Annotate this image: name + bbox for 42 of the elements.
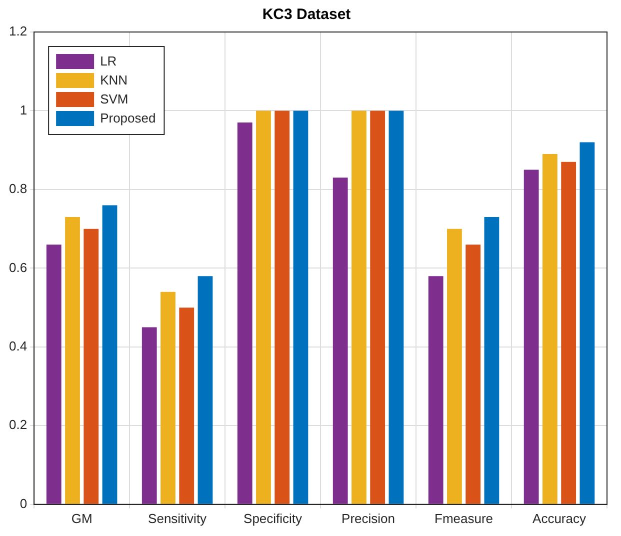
x-tick-label: Specificity bbox=[244, 510, 303, 526]
bar bbox=[428, 276, 444, 504]
bar bbox=[524, 170, 539, 504]
bar bbox=[46, 244, 62, 504]
bar bbox=[484, 217, 500, 504]
bar bbox=[160, 292, 176, 504]
bar bbox=[352, 110, 366, 504]
bar bbox=[332, 178, 348, 504]
y-tick-label: 0.6 bbox=[8, 260, 28, 275]
bar bbox=[580, 142, 595, 504]
bar bbox=[237, 122, 252, 504]
y-tick-label: 0 bbox=[20, 496, 28, 511]
x-tick-label: GM bbox=[71, 510, 92, 526]
bar bbox=[198, 276, 213, 504]
bar bbox=[293, 110, 308, 504]
bar bbox=[466, 244, 481, 504]
y-tick-label: 1.2 bbox=[8, 24, 28, 39]
x-tick-label: Fmeasure bbox=[434, 510, 494, 526]
bar bbox=[370, 110, 386, 504]
bar bbox=[142, 327, 157, 504]
legend-label: LR bbox=[100, 54, 117, 69]
bar bbox=[102, 205, 118, 504]
x-tick-label: Sensitivity bbox=[148, 510, 208, 526]
x-tick-label: Precision bbox=[342, 510, 396, 526]
y-tick-label: 0.2 bbox=[8, 417, 28, 432]
chart-title: KC3 Dataset bbox=[262, 6, 351, 24]
y-tick-label: 0.4 bbox=[8, 338, 28, 354]
bar bbox=[388, 110, 404, 504]
x-tick-label: Accuracy bbox=[532, 510, 586, 526]
bar bbox=[179, 308, 194, 504]
legend-label: KNN bbox=[100, 72, 128, 88]
bar bbox=[561, 162, 576, 504]
legend-label: SVM bbox=[100, 92, 128, 107]
bar bbox=[256, 110, 271, 504]
bar bbox=[542, 154, 558, 504]
y-tick-label: 0.8 bbox=[8, 181, 28, 196]
y-tick-label: 1 bbox=[20, 102, 28, 118]
bar bbox=[274, 110, 290, 504]
bar bbox=[65, 217, 80, 504]
legend-label: Proposed bbox=[100, 110, 156, 126]
bar bbox=[447, 228, 462, 504]
bar bbox=[84, 228, 99, 504]
